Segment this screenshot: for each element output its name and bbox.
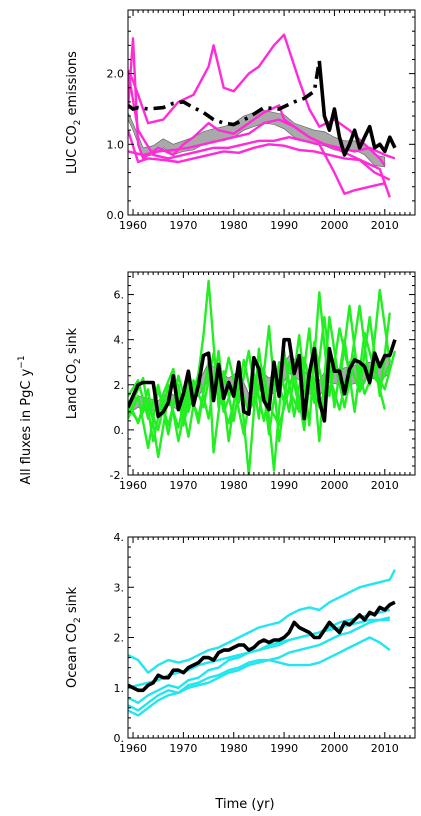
y-tick-label: 3.: [114, 581, 125, 594]
y-axis-label-main: Ocean CO: [65, 623, 80, 688]
model-series-line-5: [128, 636, 391, 712]
observed-series-line: [128, 337, 397, 423]
model-series-line-4: [128, 129, 391, 181]
x-tick-label: 1970: [169, 219, 197, 232]
y-axis-label-main: Land CO: [65, 364, 80, 419]
plot-area-land: [128, 279, 397, 475]
plot-area-ocean: [128, 569, 396, 717]
y-tick-label: 6.: [114, 289, 125, 302]
y-tick-label: 2.0: [107, 68, 125, 81]
x-tick-label: 2000: [320, 742, 348, 755]
model-series-line-5: [128, 118, 396, 160]
axes-frame-luc: [127, 9, 416, 216]
x-tick-label: 2000: [320, 479, 348, 492]
plot-area-luc: [128, 33, 397, 198]
y-axis-label-subscript: 2: [73, 358, 83, 364]
x-axis-label: Time (yr): [214, 797, 274, 812]
model-series-line-3: [128, 69, 386, 196]
y-axis-label-main: LUC CO: [65, 125, 80, 174]
y-tick-label: 2.: [114, 379, 125, 392]
observed-series-line: [317, 60, 397, 157]
panel-land-sink: 1960 1970 1980 1990 2000 2010 -2. 0. 2. 4. 6. Land …: [65, 271, 416, 492]
y-tick-label: 2.: [114, 632, 125, 645]
y-tick-label: 0.0: [107, 209, 125, 222]
x-tick-label: 1990: [270, 219, 298, 232]
axes-frame-land: [127, 271, 416, 476]
observed-series-line: [128, 600, 396, 693]
model-series-line-3: [128, 608, 391, 704]
shared-y-axis-label-text: All fluxes in PgC y: [19, 368, 34, 484]
x-tick-label: 1980: [220, 479, 248, 492]
y-axis-label-subscript: 2: [73, 120, 83, 126]
shared-y-axis-label-superscript: −1: [17, 355, 27, 368]
y-tick-label: 1.: [114, 682, 125, 695]
x-tick-label: 2010: [371, 742, 399, 755]
x-tick-label: 1960: [119, 219, 147, 232]
y-axis-label-ocean: Ocean CO2 sink: [65, 587, 83, 689]
y-axis-label-luc: LUC CO2 emissions: [65, 51, 83, 174]
y-axis-label-land: Land CO2 sink: [65, 327, 83, 419]
model-series-line-1: [128, 37, 391, 198]
x-tick-label: 1960: [119, 479, 147, 492]
x-tick-label: 1980: [220, 742, 248, 755]
x-tick-label: 2010: [371, 219, 399, 232]
shared-y-axis-label: All fluxes in PgC y−1: [17, 355, 34, 484]
x-tick-label: 1990: [270, 479, 298, 492]
y-axis-label-rest: emissions: [65, 51, 80, 120]
y-axis-label-subscript: 2: [73, 617, 83, 623]
y-axis-label-rest: sink: [65, 587, 80, 618]
x-tick-label: 1980: [220, 219, 248, 232]
model-series-line-1: [128, 569, 396, 674]
y-tick-label: 4.: [114, 531, 125, 544]
panel-luc-emissions: 1960 1970 1980 1990 2000 2010 0.0 1.0 2.0 LUC CO2…: [65, 9, 416, 232]
y-axis-label-rest: sink: [65, 327, 80, 358]
y-tick-label: 1.0: [107, 138, 125, 151]
x-tick-label: 1960: [119, 742, 147, 755]
observed-series-dashed: [128, 60, 322, 127]
model-series-line-2: [128, 33, 386, 167]
x-tick-label: 1970: [169, 742, 197, 755]
y-tick-label: 4.: [114, 334, 125, 347]
y-tick-label: 0.: [114, 424, 125, 437]
x-tick-label: 2010: [371, 479, 399, 492]
panel-ocean-sink: 1960 1970 1980 1990 2000 2010 0. 1. 2. 3. 4. Ocean …: [65, 531, 416, 755]
model-series-line-4: [128, 618, 390, 717]
x-tick-label: 1970: [169, 479, 197, 492]
x-tick-label: 1990: [270, 742, 298, 755]
y-tick-label: 0.: [114, 732, 125, 745]
y-tick-label: -2.: [110, 469, 124, 482]
x-tick-label: 2000: [320, 219, 348, 232]
